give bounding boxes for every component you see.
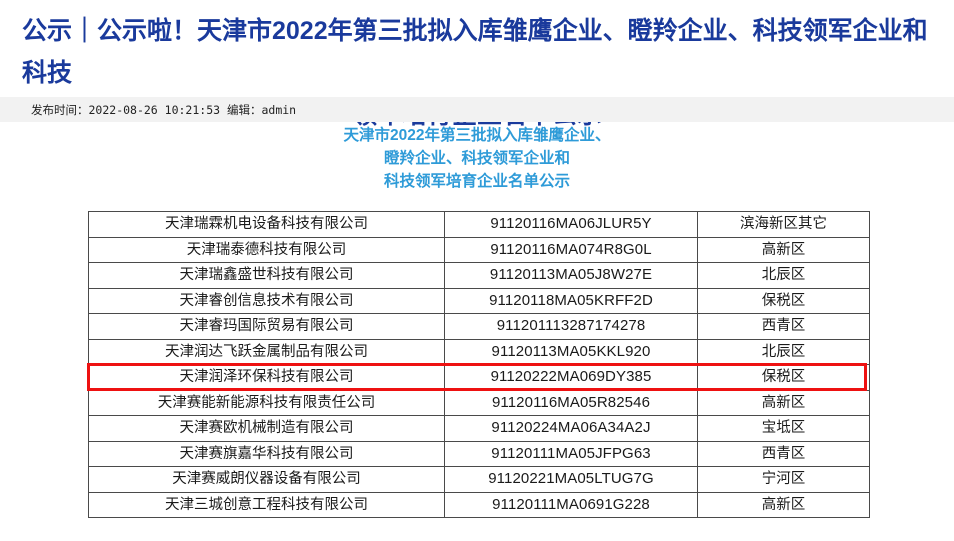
company-table-container: 天津瑞霖机电设备科技有限公司 91120116MA06JLUR5Y 滨海新区其它 天津… bbox=[88, 211, 870, 518]
table-row: 天津瑞霖机电设备科技有限公司 91120116MA06JLUR5Y 滨海新区其它 bbox=[88, 211, 870, 238]
cell-district: 北辰区 bbox=[697, 338, 870, 365]
table-row: 天津润泽环保科技有限公司 91120222MA069DY385 保税区 bbox=[88, 364, 870, 391]
cell-credit-code: 91120116MA05R82546 bbox=[444, 389, 698, 416]
table-row: 天津睿玛国际贸易有限公司 911201113287174278 西青区 bbox=[88, 313, 870, 340]
cell-company-name: 天津赛欧机械制造有限公司 bbox=[88, 415, 445, 442]
cell-district: 西青区 bbox=[697, 440, 870, 467]
table-row: 天津三城创意工程科技有限公司 91120111MA0691G228 高新区 bbox=[88, 491, 870, 518]
cell-credit-code: 91120221MA05LTUG7G bbox=[444, 466, 698, 493]
cell-district: 西青区 bbox=[697, 313, 870, 340]
table-row: 天津润达飞跃金属制品有限公司 91120113MA05KKL920 北辰区 bbox=[88, 338, 870, 365]
cell-credit-code: 91120111MA05JFPG63 bbox=[444, 440, 698, 467]
table-row: 天津赛旗嘉华科技有限公司 91120111MA05JFPG63 西青区 bbox=[88, 440, 870, 467]
cell-company-name: 天津赛威朗仪器设备有限公司 bbox=[88, 466, 445, 493]
cell-credit-code: 911201113287174278 bbox=[444, 313, 698, 340]
cell-district: 北辰区 bbox=[697, 262, 870, 289]
cell-company-name: 天津润达飞跃金属制品有限公司 bbox=[88, 338, 445, 365]
page-title-line-1: 公示｜公示啦！天津市2022年第三批拟入库雏鹰企业、瞪羚企业、科技领军企业和科技 bbox=[22, 17, 928, 87]
cell-district: 宝坻区 bbox=[697, 415, 870, 442]
cell-company-name: 天津睿创信息技术有限公司 bbox=[88, 287, 445, 314]
cell-credit-code: 91120111MA0691G228 bbox=[444, 491, 698, 518]
table-row: 天津瑞鑫盛世科技有限公司 91120113MA05J8W27E 北辰区 bbox=[88, 262, 870, 289]
cell-company-name: 天津三城创意工程科技有限公司 bbox=[88, 491, 445, 518]
document-heading: 天津市2022年第三批拟入库雏鹰企业、 瞪羚企业、科技领军企业和 科技领军培育企… bbox=[0, 124, 954, 193]
company-table-body: 天津瑞霖机电设备科技有限公司 91120116MA06JLUR5Y 滨海新区其它 天津… bbox=[88, 211, 870, 518]
cell-credit-code: 91120118MA05KRFF2D bbox=[444, 287, 698, 314]
cell-district: 保税区 bbox=[697, 364, 870, 391]
cell-district: 滨海新区其它 bbox=[697, 211, 870, 238]
table-row: 天津赛威朗仪器设备有限公司 91120221MA05LTUG7G 宁河区 bbox=[88, 466, 870, 493]
cell-credit-code: 91120222MA069DY385 bbox=[444, 364, 698, 391]
cell-credit-code: 91120116MA074R8G0L bbox=[444, 236, 698, 263]
document-heading-line-2: 瞪羚企业、科技领军企业和 bbox=[383, 150, 570, 167]
cell-company-name: 天津瑞鑫盛世科技有限公司 bbox=[88, 262, 445, 289]
cell-company-name: 天津润泽环保科技有限公司 bbox=[88, 364, 445, 391]
document-heading-line-3: 科技领军培育企业名单公示 bbox=[383, 173, 570, 190]
document-heading-line-1: 天津市2022年第三批拟入库雏鹰企业、 bbox=[343, 127, 611, 144]
cell-credit-code: 91120116MA06JLUR5Y bbox=[444, 211, 698, 238]
cell-company-name: 天津瑞泰德科技有限公司 bbox=[88, 236, 445, 263]
table-row: 天津赛能新能源科技有限责任公司 91120116MA05R82546 高新区 bbox=[88, 389, 870, 416]
cell-district: 高新区 bbox=[697, 491, 870, 518]
table-row: 天津赛欧机械制造有限公司 91120224MA06A34A2J 宝坻区 bbox=[88, 415, 870, 442]
cell-company-name: 天津赛能新能源科技有限责任公司 bbox=[88, 389, 445, 416]
cell-district: 高新区 bbox=[697, 236, 870, 263]
cell-district: 保税区 bbox=[697, 287, 870, 314]
cell-district: 高新区 bbox=[697, 389, 870, 416]
cell-company-name: 天津睿玛国际贸易有限公司 bbox=[88, 313, 445, 340]
cell-district: 宁河区 bbox=[697, 466, 870, 493]
company-table: 天津瑞霖机电设备科技有限公司 91120116MA06JLUR5Y 滨海新区其它 天津… bbox=[88, 211, 870, 518]
table-row: 天津瑞泰德科技有限公司 91120116MA074R8G0L 高新区 bbox=[88, 236, 870, 263]
table-row: 天津睿创信息技术有限公司 91120118MA05KRFF2D 保税区 bbox=[88, 287, 870, 314]
article-meta-text: 发布时间：2022-08-26 10:21:53 编辑：admin bbox=[31, 102, 297, 117]
article-meta-bar: 发布时间：2022-08-26 10:21:53 编辑：admin bbox=[0, 97, 954, 122]
cell-credit-code: 91120113MA05KKL920 bbox=[444, 338, 698, 365]
cell-credit-code: 91120113MA05J8W27E bbox=[444, 262, 698, 289]
cell-company-name: 天津赛旗嘉华科技有限公司 bbox=[88, 440, 445, 467]
cell-company-name: 天津瑞霖机电设备科技有限公司 bbox=[88, 211, 445, 238]
cell-credit-code: 91120224MA06A34A2J bbox=[444, 415, 698, 442]
